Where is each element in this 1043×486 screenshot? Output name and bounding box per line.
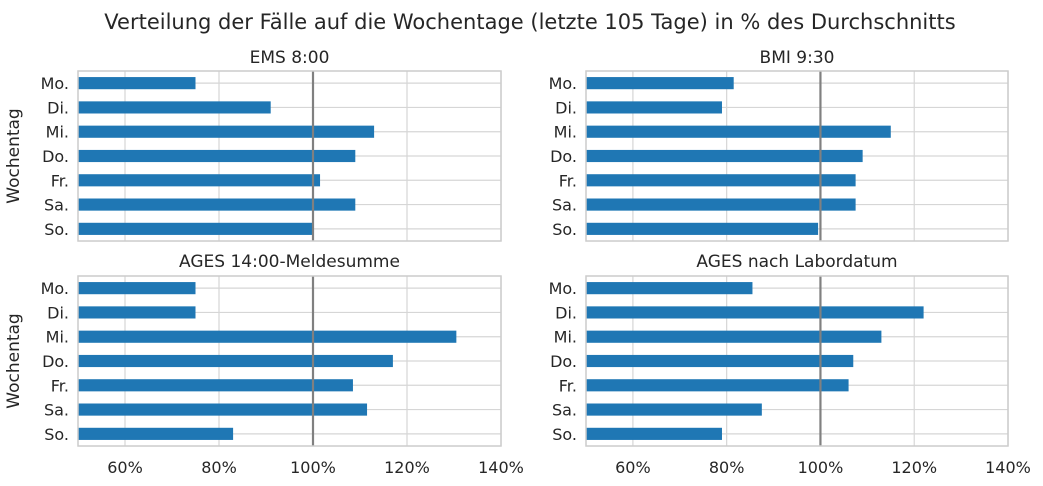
axes-frame (77, 275, 502, 447)
bar-di (78, 101, 271, 114)
bar-fr (586, 379, 849, 392)
bar-fr (586, 174, 856, 187)
y-tick-label: So. (552, 220, 577, 239)
bar-mo (78, 282, 196, 295)
bar-mo (78, 77, 196, 90)
subplot-title: AGES 14:00-Meldesumme (179, 252, 400, 272)
bar-sa (586, 403, 762, 416)
y-tick-label: Di. (555, 303, 577, 322)
y-tick-label: Sa. (552, 401, 577, 420)
y-tick-label: Mo. (549, 279, 577, 298)
y-tick-label: Do. (550, 352, 577, 371)
y-tick-label: Mo. (41, 279, 69, 298)
bar-sa (78, 403, 368, 416)
x-tick-label: 120% (384, 458, 430, 477)
x-tick-label: 120% (891, 458, 937, 477)
subplot-title: AGES nach Labordatum (696, 252, 897, 272)
y-axis-label: Wochentag (4, 313, 24, 408)
figure-title: Verteilung der Fälle auf die Wochentage … (104, 10, 955, 34)
bar-so (586, 427, 722, 440)
x-tick-label: 100% (798, 458, 844, 477)
y-tick-label: Mo. (549, 74, 577, 93)
axes-frame (585, 70, 1009, 242)
bar-sa (78, 198, 356, 211)
bar-mi (586, 330, 882, 343)
bar-di (586, 306, 924, 319)
bar-fr (78, 174, 321, 187)
bar-do (586, 354, 854, 368)
subplot-2: BMI 9:30 Mo. Di. Mi. Do. Fr. Sa. So. (549, 48, 1009, 242)
subplot-title: BMI 9:30 (760, 48, 835, 68)
x-tick-label: 60% (107, 458, 143, 477)
y-tick-label: Fr. (559, 171, 577, 190)
x-tick-label: 80% (201, 458, 237, 477)
bar-sa (586, 198, 856, 211)
y-tick-label: Mo. (41, 74, 69, 93)
subplot-1: EMS 8:00 Mo. Di. Mi. Do. Fr. Sa. So. Wochentag (4, 48, 502, 242)
bar-fr (78, 379, 353, 392)
y-tick-label: Do. (42, 352, 69, 371)
y-tick-label: Sa. (552, 196, 577, 215)
bar-mi (78, 125, 375, 138)
y-tick-label: Di. (47, 303, 69, 322)
y-tick-label: Mi. (554, 328, 577, 347)
y-tick-label: So. (552, 425, 577, 444)
x-tick-label: 60% (615, 458, 651, 477)
y-tick-label: Mi. (46, 328, 69, 347)
bar-so (78, 427, 234, 440)
y-axis-label: Wochentag (4, 108, 24, 203)
bar-di (586, 101, 722, 114)
subplot-title: EMS 8:00 (250, 48, 330, 68)
y-tick-label: Di. (555, 98, 577, 117)
axes-frame (77, 70, 502, 242)
x-tick-label: 140% (478, 458, 524, 477)
x-tick-label: 100% (290, 458, 336, 477)
subplot-3: AGES 14:00-Meldesumme Mo. Di. Mi. Do. Fr. Sa. S… (4, 252, 524, 477)
y-tick-label: Fr. (559, 376, 577, 395)
x-tick-label: 140% (985, 458, 1031, 477)
y-tick-label: Sa. (44, 401, 69, 420)
y-tick-label: Di. (47, 98, 69, 117)
y-tick-label: Do. (42, 147, 69, 166)
x-tick-label: 80% (709, 458, 745, 477)
subplot-4: AGES nach Labordatum Mo. Di. Mi. Do. Fr. Sa. So… (549, 252, 1031, 477)
y-tick-label: Mi. (46, 123, 69, 142)
y-tick-label: Sa. (44, 196, 69, 215)
bar-do (78, 354, 393, 368)
y-tick-label: So. (44, 220, 69, 239)
bar-mo (586, 282, 753, 295)
bar-mi (586, 125, 891, 138)
y-tick-label: So. (44, 425, 69, 444)
y-tick-label: Fr. (51, 376, 69, 395)
bar-mi (78, 330, 457, 343)
y-tick-label: Do. (550, 147, 577, 166)
y-tick-label: Fr. (51, 171, 69, 190)
bar-do (586, 149, 863, 163)
bar-mo (586, 77, 734, 90)
bar-do (78, 149, 356, 163)
bar-so (78, 222, 313, 235)
y-tick-label: Mi. (554, 123, 577, 142)
axes-frame (585, 275, 1009, 447)
bar-di (78, 306, 196, 319)
bar-so (586, 222, 819, 235)
